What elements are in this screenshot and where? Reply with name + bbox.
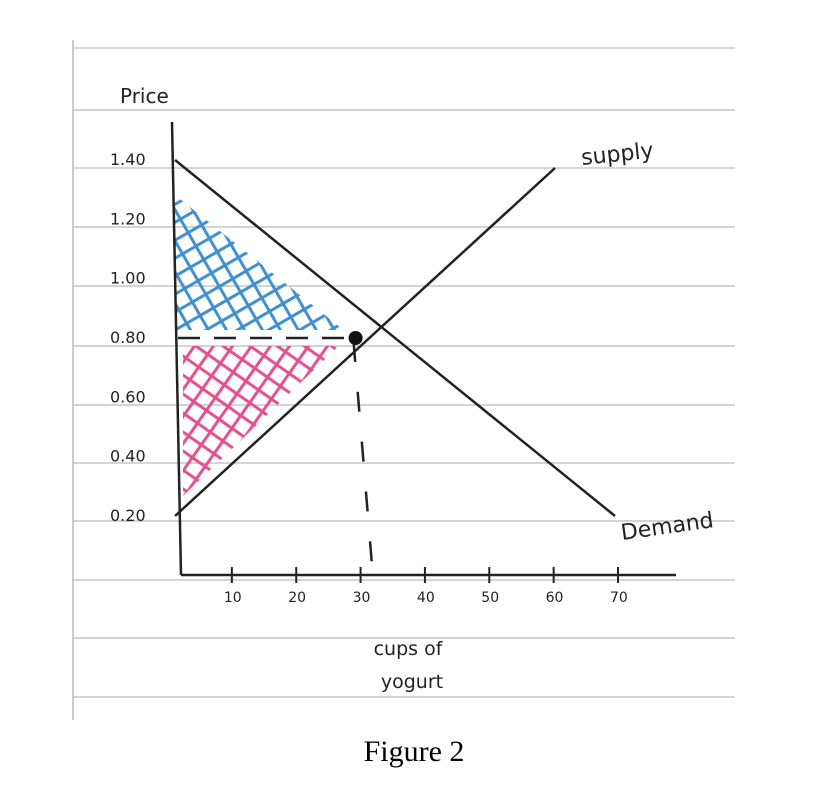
y-tick-label: 0.80 <box>110 328 146 347</box>
x-tick-label: 50 <box>481 590 499 606</box>
x-axis-label-line-2: yogurt <box>381 671 443 693</box>
demand-label: Demand <box>619 508 715 546</box>
y-axis-label: Price <box>120 84 169 108</box>
x-tick-label: 40 <box>417 590 435 606</box>
y-tick-label: 1.00 <box>110 269 146 288</box>
y-tick-label: 1.20 <box>110 209 146 228</box>
supply-curve <box>174 167 556 517</box>
x-axis-ticks: 10 20 30 40 50 60 70 <box>224 567 628 606</box>
equilibrium-point <box>348 331 363 345</box>
x-tick-label: 30 <box>353 590 371 606</box>
y-tick-label: 0.20 <box>110 506 146 525</box>
x-axis-label-line-1: cups of <box>374 638 444 660</box>
figure-caption: Figure 2 <box>363 735 465 768</box>
supply-label: supply <box>580 139 655 171</box>
x-tick-label: 10 <box>224 590 242 606</box>
x-tick-label: 60 <box>546 590 564 606</box>
y-tick-label: 0.60 <box>110 387 146 406</box>
x-tick-label: 20 <box>288 590 306 606</box>
x-tick-label: 70 <box>610 590 628 606</box>
y-axis <box>170 121 183 576</box>
demand-curve <box>174 159 616 517</box>
y-tick-label: 0.40 <box>110 447 146 466</box>
y-axis-ticks: 1.40 1.20 1.00 0.80 0.60 0.40 0.20 <box>110 150 146 525</box>
consumer-surplus-region <box>175 195 344 330</box>
equilibrium-quantity-dashed-line <box>352 341 374 566</box>
producer-surplus-region <box>183 346 339 496</box>
y-tick-label: 1.40 <box>110 150 146 169</box>
